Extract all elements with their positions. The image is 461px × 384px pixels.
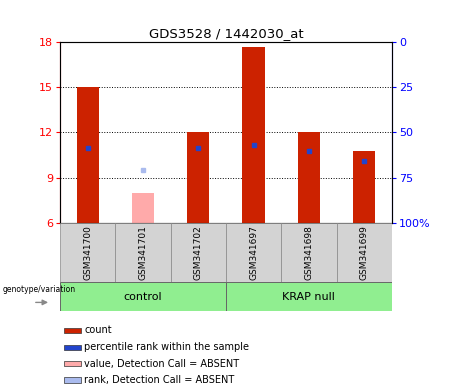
Bar	[226, 282, 392, 311]
Bar	[281, 223, 337, 282]
Title: GDS3528 / 1442030_at: GDS3528 / 1442030_at	[148, 26, 303, 40]
Bar	[64, 345, 81, 350]
Bar	[337, 223, 392, 282]
Text: genotype/variation: genotype/variation	[3, 285, 76, 294]
Text: value, Detection Call = ABSENT: value, Detection Call = ABSENT	[84, 359, 239, 369]
Bar	[64, 361, 81, 366]
Bar	[115, 223, 171, 282]
Text: GSM341700: GSM341700	[83, 225, 92, 280]
Bar	[298, 132, 320, 223]
Text: GSM341698: GSM341698	[304, 225, 313, 280]
Bar	[64, 328, 81, 333]
Text: KRAP null: KRAP null	[283, 291, 335, 302]
Text: GSM341702: GSM341702	[194, 225, 203, 280]
Text: control: control	[124, 291, 162, 302]
Text: GSM341699: GSM341699	[360, 225, 369, 280]
Bar	[77, 88, 99, 223]
Bar	[187, 132, 209, 223]
Text: count: count	[84, 326, 112, 336]
Text: GSM341697: GSM341697	[249, 225, 258, 280]
Bar	[60, 223, 115, 282]
Bar	[353, 151, 375, 223]
Text: GSM341701: GSM341701	[138, 225, 148, 280]
Bar	[226, 223, 281, 282]
Bar	[242, 47, 265, 223]
Bar	[171, 223, 226, 282]
Bar	[60, 282, 226, 311]
Text: percentile rank within the sample: percentile rank within the sample	[84, 343, 249, 353]
Bar	[64, 377, 81, 383]
Text: rank, Detection Call = ABSENT: rank, Detection Call = ABSENT	[84, 375, 235, 384]
Bar	[132, 193, 154, 223]
